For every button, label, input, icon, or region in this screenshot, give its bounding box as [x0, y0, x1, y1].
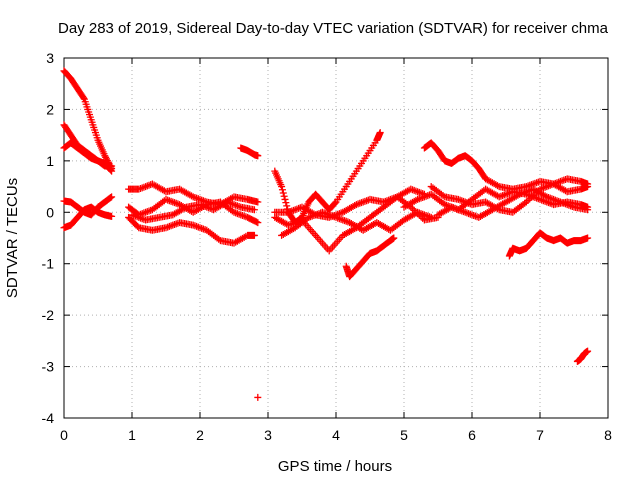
data-point	[278, 183, 286, 191]
data-point	[250, 231, 258, 239]
series-pass-s	[434, 185, 592, 221]
x-axis-label: GPS time / hours	[278, 458, 392, 475]
data-point	[584, 234, 592, 242]
data-point	[254, 198, 262, 206]
data-point	[279, 189, 287, 197]
data-point	[254, 219, 262, 227]
axis-ticks	[63, 57, 609, 419]
data-point	[280, 192, 288, 200]
y-tick-label: 3	[46, 50, 54, 66]
x-tick-label: 6	[468, 427, 476, 443]
data-point	[390, 234, 398, 242]
y-tick-label: 1	[46, 153, 54, 169]
series-pass-i	[128, 198, 258, 224]
series-pass-v	[573, 347, 592, 365]
data-point	[584, 206, 592, 214]
series-pass-h	[125, 213, 258, 247]
data-points	[60, 67, 592, 401]
data-point	[80, 94, 88, 102]
x-tick-label: 0	[60, 427, 68, 443]
x-tick-labels: 0 1 2 3 4 5 6 7 8	[60, 427, 612, 443]
data-point	[278, 186, 286, 194]
series-pass-c	[60, 139, 116, 170]
data-point	[282, 199, 290, 207]
data-point	[584, 183, 592, 191]
series-pass-t	[427, 180, 592, 216]
data-point	[108, 193, 116, 201]
series-pass-l	[271, 129, 384, 227]
series-pass-q	[420, 139, 592, 193]
y-axis-label: SDTVAR / TECUs	[4, 178, 21, 298]
x-tick-label: 8	[604, 427, 612, 443]
y-tick-label: -2	[42, 307, 55, 323]
series-pass-k	[254, 393, 262, 401]
x-tick-label: 1	[128, 427, 136, 443]
x-tick-label: 2	[196, 427, 204, 443]
data-point	[331, 199, 339, 207]
grid-lines	[64, 58, 608, 418]
data-point	[254, 393, 262, 401]
y-tick-label: -4	[42, 410, 55, 426]
data-point	[108, 162, 116, 170]
series-pass-j	[237, 144, 262, 160]
data-point	[376, 129, 384, 137]
series-pass-p	[342, 234, 398, 281]
y-tick-label: 2	[46, 101, 54, 117]
series-pass-u	[505, 229, 592, 260]
data-point	[250, 206, 258, 214]
data-point	[427, 213, 435, 221]
data-point	[281, 195, 289, 203]
x-tick-label: 5	[400, 427, 408, 443]
chart-title: Day 283 of 2019, Sidereal Day-to-day VTE…	[58, 20, 609, 37]
y-tick-label: -3	[42, 359, 55, 375]
data-point	[254, 152, 262, 160]
data-point	[108, 212, 116, 220]
y-tick-label: 0	[46, 204, 54, 220]
x-tick-label: 3	[264, 427, 272, 443]
series-pass-o	[278, 208, 435, 239]
y-tick-label: -1	[42, 256, 55, 272]
data-point	[584, 347, 592, 355]
x-tick-label: 4	[332, 427, 340, 443]
series-pass-e	[60, 203, 116, 232]
data-point	[283, 202, 291, 210]
y-tick-labels: -4 -3 -2 -1 0 1 2 3	[42, 50, 55, 426]
x-tick-label: 7	[536, 427, 544, 443]
